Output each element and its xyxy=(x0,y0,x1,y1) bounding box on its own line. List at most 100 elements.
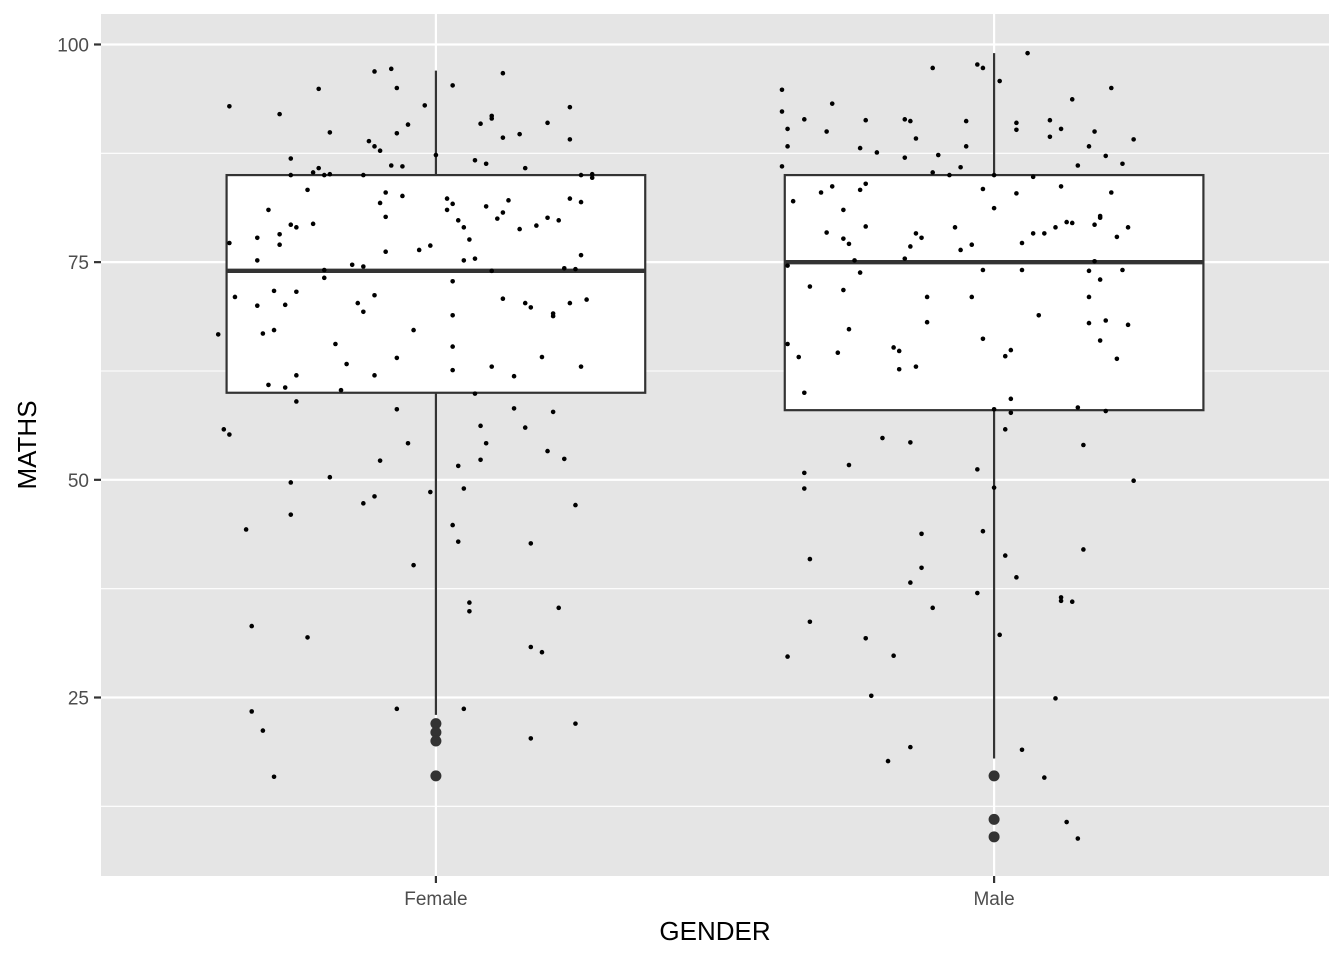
data-point xyxy=(372,144,377,149)
data-point xyxy=(288,222,294,228)
data-point xyxy=(857,187,863,193)
data-point xyxy=(1008,347,1014,353)
data-point xyxy=(394,130,400,136)
data-point xyxy=(578,364,584,369)
data-point xyxy=(802,390,807,396)
data-point xyxy=(310,221,316,227)
data-point xyxy=(517,131,522,137)
data-point xyxy=(372,292,377,298)
data-point xyxy=(294,399,299,404)
data-point xyxy=(333,341,338,347)
data-point xyxy=(405,122,411,127)
data-point xyxy=(1053,225,1058,230)
outlier-point xyxy=(988,770,1000,782)
box-male xyxy=(783,53,1205,759)
data-point xyxy=(1081,442,1086,448)
data-point xyxy=(1008,396,1014,402)
data-point xyxy=(863,117,869,123)
data-point xyxy=(818,190,824,195)
data-point xyxy=(1014,127,1019,133)
data-point xyxy=(975,62,980,67)
data-point xyxy=(316,86,321,92)
data-point xyxy=(377,200,383,206)
data-point xyxy=(294,225,299,230)
data-point xyxy=(545,448,550,454)
data-point xyxy=(785,126,790,132)
outlier-point xyxy=(430,735,442,747)
data-point xyxy=(863,181,869,187)
data-point xyxy=(1025,50,1030,56)
data-point xyxy=(963,144,969,149)
data-point xyxy=(824,230,829,235)
data-point xyxy=(545,215,550,221)
data-point xyxy=(785,263,790,268)
data-point xyxy=(1047,117,1053,123)
data-point xyxy=(885,758,891,764)
data-point xyxy=(1014,191,1019,196)
data-point xyxy=(1019,267,1025,273)
data-point xyxy=(455,539,461,544)
data-point xyxy=(1030,231,1036,236)
data-point xyxy=(215,332,221,337)
data-point xyxy=(377,148,383,154)
data-point xyxy=(288,172,294,178)
data-point xyxy=(561,265,567,271)
y-tick-label: 50 xyxy=(68,471,89,492)
data-point xyxy=(361,309,366,315)
data-point xyxy=(327,171,333,177)
data-point xyxy=(294,289,299,295)
data-point xyxy=(517,226,522,232)
data-point xyxy=(567,104,573,110)
data-point xyxy=(958,247,963,253)
data-point xyxy=(924,319,930,325)
data-point xyxy=(802,117,807,122)
data-point xyxy=(1114,356,1120,362)
data-point xyxy=(1030,174,1036,180)
data-point xyxy=(316,165,321,171)
data-point xyxy=(975,590,980,596)
data-point xyxy=(1097,338,1103,343)
data-point xyxy=(846,462,852,468)
data-point xyxy=(1114,234,1120,240)
data-point xyxy=(450,522,455,528)
x-tick-label: Male xyxy=(973,889,1014,910)
data-point xyxy=(444,196,450,201)
data-point xyxy=(260,331,266,336)
data-point xyxy=(372,494,377,499)
data-point xyxy=(400,164,405,169)
data-point xyxy=(1014,120,1019,126)
data-point xyxy=(1131,478,1136,483)
data-point xyxy=(802,486,807,491)
data-point xyxy=(550,313,556,319)
data-point xyxy=(327,474,333,480)
data-point xyxy=(489,113,495,119)
data-point xyxy=(935,152,941,158)
data-point xyxy=(1097,277,1103,282)
data-point xyxy=(807,284,813,289)
data-point xyxy=(573,266,578,272)
box-female xyxy=(225,70,647,715)
data-point xyxy=(584,297,589,302)
data-point xyxy=(539,354,545,360)
data-point xyxy=(528,644,534,650)
data-point xyxy=(997,632,1002,638)
data-point xyxy=(550,409,556,415)
data-point xyxy=(394,407,400,412)
data-point xyxy=(908,440,913,445)
data-point xyxy=(489,364,495,369)
data-point xyxy=(455,463,461,469)
data-point xyxy=(227,240,232,246)
data-point xyxy=(321,275,327,281)
data-point xyxy=(461,706,467,712)
data-point xyxy=(277,242,282,248)
data-point xyxy=(790,198,796,204)
data-point xyxy=(908,744,913,750)
data-point xyxy=(366,138,372,144)
data-point xyxy=(980,267,986,273)
data-point xyxy=(344,361,349,367)
data-point xyxy=(528,541,534,546)
data-point xyxy=(361,501,366,506)
data-point xyxy=(785,144,790,149)
data-point xyxy=(321,172,327,178)
data-point xyxy=(779,164,785,169)
